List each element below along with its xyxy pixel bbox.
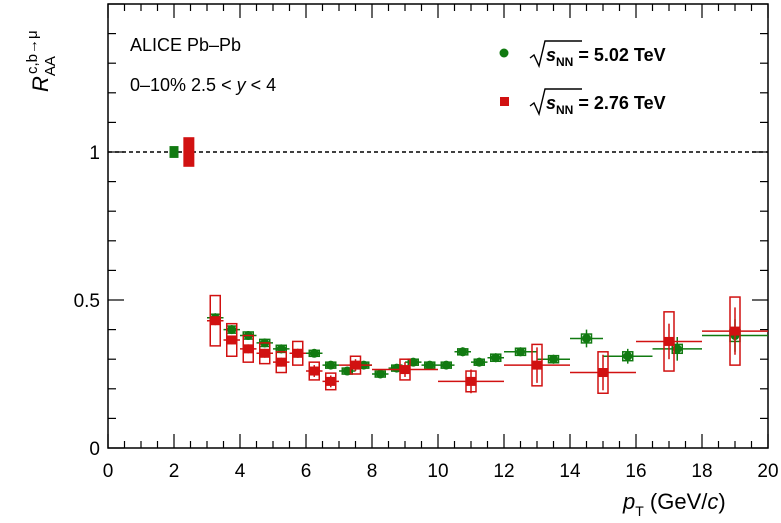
rapidity-range-end: < 4 xyxy=(246,75,277,95)
axis-ticks: 0 2 4 6 8 10 12 14 16 18 20 0 0.5 1 xyxy=(74,3,779,482)
legend-nn-5tev: NN xyxy=(556,55,573,69)
y-tick-label: 0.5 xyxy=(74,291,100,312)
x-tick-label: 18 xyxy=(691,461,712,482)
x-tick-label: 10 xyxy=(427,461,448,482)
data-point xyxy=(458,347,468,357)
data-point xyxy=(309,348,319,358)
data-point xyxy=(549,354,558,364)
collaboration-label: ALICE Pb–Pb xyxy=(130,35,241,55)
legend-label-5tev: = 5.02 TeV xyxy=(573,45,665,65)
data-point xyxy=(491,353,501,363)
centrality-rapidity-label: 0–10% 2.5 < y < 4 xyxy=(130,75,276,95)
data-point xyxy=(672,344,682,354)
centrality-text: 0–10% 2.5 < xyxy=(130,75,237,95)
rapidity-variable: y xyxy=(235,75,247,95)
legend-s-2tev: s xyxy=(546,93,556,113)
series-circle xyxy=(207,313,768,379)
legend: sNN = 5.02 TeV sNN = 2.76 TeV xyxy=(499,40,666,117)
x-axis-units-close: ) xyxy=(718,489,725,514)
data-point xyxy=(227,325,237,335)
x-tick-label: 20 xyxy=(757,461,778,482)
data-point xyxy=(326,376,336,386)
series-square xyxy=(207,294,768,394)
svg-text:RAA: RAA xyxy=(28,56,59,92)
y-tick-label: 0 xyxy=(89,439,100,460)
data-point xyxy=(441,360,451,370)
legend-marker-2tev xyxy=(500,97,509,106)
data-point xyxy=(326,360,336,370)
data-point xyxy=(400,365,410,375)
norm-uncertainty-box xyxy=(169,146,179,158)
legend-sqrt-sign-2tev xyxy=(529,88,582,117)
data-point xyxy=(243,344,253,354)
y-axis-sub: AA xyxy=(42,56,59,76)
x-tick-label: 4 xyxy=(235,461,246,482)
legend-nn-2tev: NN xyxy=(556,103,573,117)
legend-sqrt-sign-5tev xyxy=(529,40,582,69)
legend-marker-5tev xyxy=(499,48,509,58)
data-point xyxy=(375,369,385,379)
data-point xyxy=(293,348,303,358)
data-point xyxy=(582,333,591,343)
data-point xyxy=(227,335,237,345)
data-point xyxy=(466,376,476,386)
data-point xyxy=(210,316,220,326)
x-tick-label: 0 xyxy=(103,461,114,482)
x-tick-label: 2 xyxy=(169,461,180,482)
data-point xyxy=(425,360,435,370)
legend-entry-5tev: sNN = 5.02 TeV xyxy=(546,45,666,69)
y-tick-label: 1 xyxy=(89,143,100,164)
x-tick-label: 8 xyxy=(367,461,378,482)
x-tick-label: 16 xyxy=(625,461,646,482)
x-axis-units-c: c xyxy=(707,489,718,514)
data-point xyxy=(342,366,352,376)
data-point xyxy=(474,357,484,367)
data-point xyxy=(392,363,402,373)
x-tick-label: 6 xyxy=(301,461,312,482)
data-point xyxy=(408,357,418,367)
y-axis-r: R xyxy=(28,76,53,92)
x-tick-label: 14 xyxy=(559,461,581,482)
data-point xyxy=(730,326,740,336)
data-point xyxy=(260,348,270,358)
legend-label-2tev: = 2.76 TeV xyxy=(573,93,665,113)
data-point xyxy=(516,347,525,357)
normalization-uncertainty-boxes xyxy=(169,137,195,167)
x-tick-label: 12 xyxy=(493,461,514,482)
norm-uncertainty-box xyxy=(183,137,195,167)
x-axis-sub: T xyxy=(635,503,644,519)
data-point xyxy=(532,360,542,370)
legend-entry-2tev: sNN = 2.76 TeV xyxy=(546,93,666,117)
data-point xyxy=(598,368,608,378)
data-series xyxy=(207,294,768,394)
data-point xyxy=(309,366,319,376)
legend-s-5tev: s xyxy=(546,45,556,65)
data-point xyxy=(664,336,674,346)
data-point xyxy=(276,357,286,367)
x-axis-units: (GeV/ xyxy=(644,489,708,514)
y-axis-sup: c,b→μ xyxy=(24,30,41,74)
x-axis-title: pT (GeV/c) xyxy=(622,489,726,519)
x-axis-p: p xyxy=(622,489,635,514)
data-point xyxy=(351,360,360,370)
y-axis-title: RAA c,b→μ xyxy=(24,30,59,92)
data-point xyxy=(623,351,633,361)
